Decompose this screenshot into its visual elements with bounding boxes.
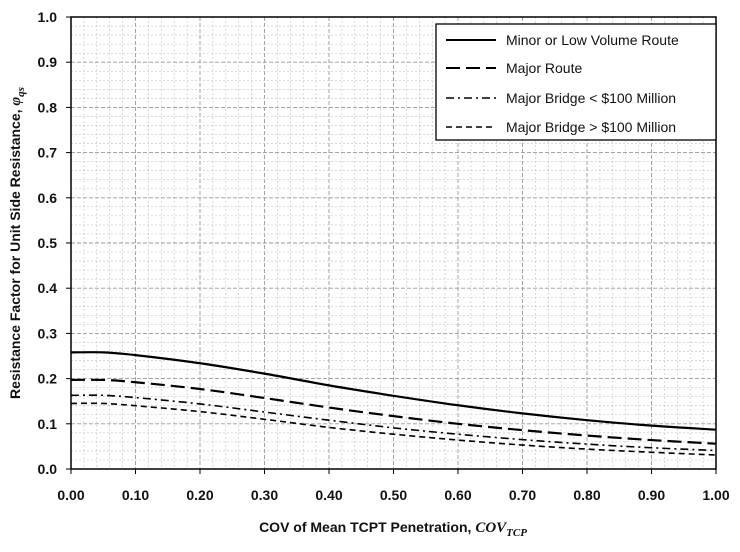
y-tick-label: 1.0 (38, 9, 58, 25)
y-tick-label: 0.9 (38, 54, 58, 70)
series-line-major-route (70, 378, 717, 445)
x-axis-title-text: COV of Mean TCPT Penetration, (259, 519, 475, 535)
y-tick-label: 0.0 (38, 461, 58, 477)
y-tick-label: 0.8 (38, 99, 58, 115)
x-tick-label: 0.20 (186, 487, 213, 503)
x-tick-label: 1.00 (702, 487, 729, 503)
x-tick-label: 0.80 (573, 487, 600, 503)
series-line-major-bridge-100-million (70, 394, 717, 452)
x-axis-symbol-subscript: TCP (506, 527, 527, 539)
x-tick-label: 0.70 (509, 487, 536, 503)
legend-label-bridge-under-100m: Major Bridge < $100 Million (506, 90, 676, 106)
y-axis-title: Resistance Factor for Unit Side Resistan… (7, 87, 27, 399)
x-tick-label: 0.90 (638, 487, 665, 503)
y-tick-label: 0.4 (38, 280, 58, 296)
legend: Minor or Low Volume Route Major Route Ma… (435, 23, 717, 141)
y-tick-label: 0.1 (38, 416, 58, 432)
x-axis-symbol: COV (475, 520, 508, 536)
tick-layer: 0.00 0.10 0.20 0.30 0.40 0.50 0.60 0.70 0.80 0.90… (38, 9, 730, 503)
y-tick-label: 0.5 (38, 235, 58, 251)
x-tick-label: 0.00 (57, 487, 84, 503)
series-line-major-bridge-100-million (70, 402, 717, 456)
y-axis-title-text: Resistance Factor for Unit Side Resistan… (7, 106, 23, 399)
y-tick-label: 0.7 (38, 145, 58, 161)
y-tick-label: 0.6 (38, 190, 58, 206)
y-axis-symbol: φ (8, 97, 24, 106)
x-axis-title: COV of Mean TCPT Penetration, COVTCP (259, 519, 527, 539)
y-axis-symbol-subscript: qs (15, 87, 27, 97)
y-tick-label: 0.3 (38, 325, 58, 341)
series-line-minor-or-low-volume-route (70, 351, 717, 431)
x-tick-label: 0.10 (122, 487, 149, 503)
legend-box (435, 23, 717, 141)
y-tick-label: 0.2 (38, 371, 58, 387)
x-tick-label: 0.60 (444, 487, 471, 503)
legend-label-major-route: Major Route (506, 60, 582, 76)
legend-label-bridge-over-100m: Major Bridge > $100 Million (506, 119, 676, 135)
x-tick-label: 0.50 (380, 487, 407, 503)
legend-label-minor-route: Minor or Low Volume Route (506, 32, 679, 48)
x-tick-label: 0.40 (315, 487, 342, 503)
series-layer (70, 351, 717, 456)
x-tick-label: 0.30 (251, 487, 278, 503)
